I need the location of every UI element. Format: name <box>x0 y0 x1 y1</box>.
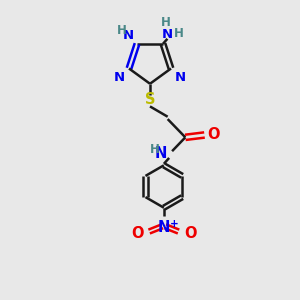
Text: N: N <box>122 29 134 42</box>
Text: S: S <box>145 92 155 107</box>
Text: N: N <box>154 146 167 161</box>
Text: O: O <box>207 128 219 142</box>
Text: N: N <box>175 71 186 84</box>
Text: O: O <box>184 226 197 241</box>
Text: H: H <box>161 16 171 29</box>
Text: H: H <box>174 27 184 40</box>
Text: N: N <box>162 28 173 40</box>
Text: -: - <box>135 221 141 234</box>
Text: N: N <box>114 71 125 84</box>
Text: +: + <box>170 219 178 229</box>
Text: O: O <box>131 226 144 241</box>
Text: N: N <box>158 220 170 236</box>
Text: H: H <box>150 142 160 156</box>
Text: H: H <box>116 24 126 37</box>
